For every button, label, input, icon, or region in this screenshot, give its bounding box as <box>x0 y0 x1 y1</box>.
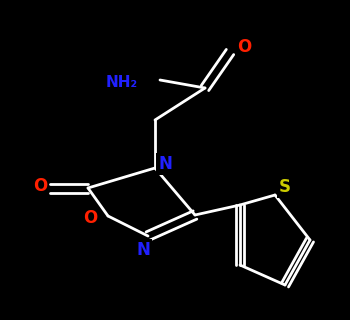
Text: O: O <box>33 177 47 195</box>
Text: O: O <box>83 209 97 227</box>
Text: N: N <box>158 155 172 173</box>
Text: S: S <box>279 178 291 196</box>
Text: NH₂: NH₂ <box>106 75 138 90</box>
Text: N: N <box>136 241 150 259</box>
Text: O: O <box>237 38 251 56</box>
